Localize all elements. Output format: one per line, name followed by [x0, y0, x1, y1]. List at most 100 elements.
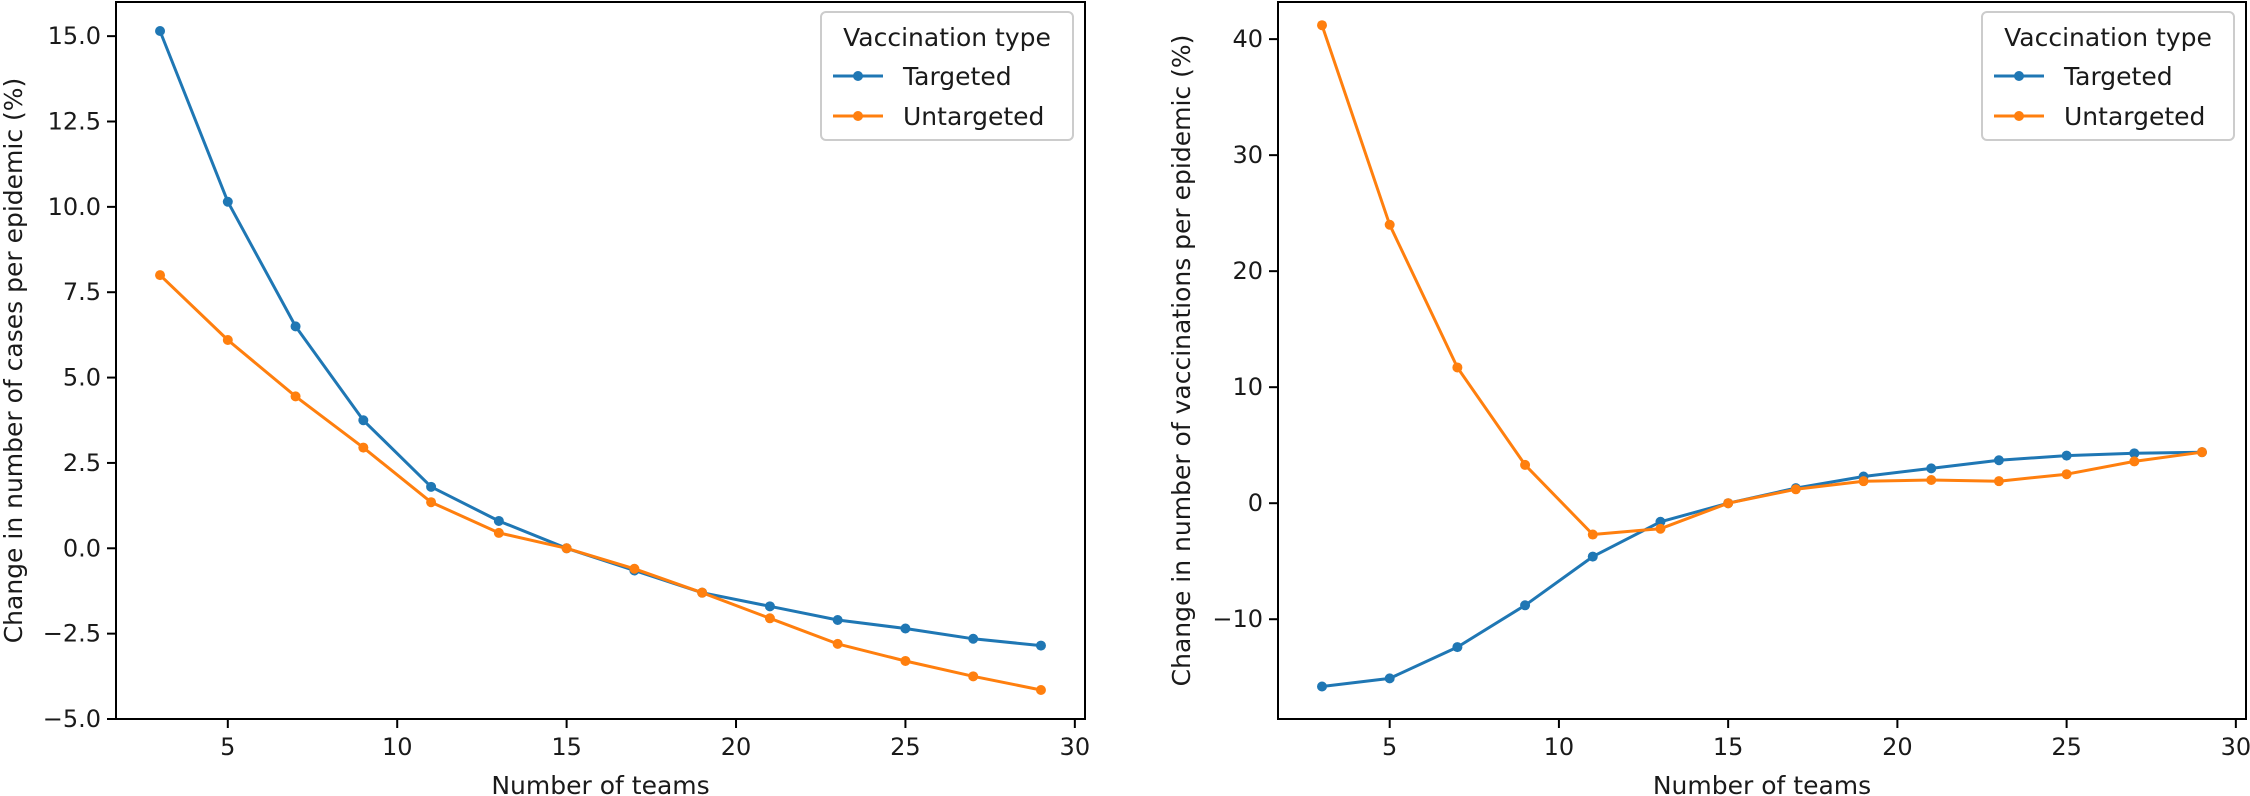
y-tick-label: −2.5 [43, 620, 101, 648]
y-tick-label: 2.5 [63, 449, 101, 477]
targeted-data-point [426, 481, 437, 492]
x-tick-label: 20 [721, 733, 752, 761]
y-tick-label: 40 [1232, 25, 1263, 53]
targeted-data-point [900, 623, 911, 634]
targeted-data-point [1317, 681, 1327, 692]
targeted-legend-marker [853, 71, 863, 81]
targeted-data-point [358, 415, 369, 426]
y-tick-label: 10.0 [48, 193, 101, 221]
x-tick-label: 20 [1882, 733, 1913, 761]
targeted-data-point [832, 614, 843, 625]
untargeted-legend-label: Untargeted [2064, 102, 2205, 131]
legend-title: Vaccination type [2004, 23, 2212, 52]
x-tick-label: 5 [1382, 733, 1397, 761]
untargeted-data-point [1790, 484, 1801, 495]
untargeted-data-point [493, 527, 504, 538]
targeted-data-point [1655, 516, 1666, 527]
plot-frame [1277, 1, 2247, 720]
legend-title: Vaccination type [843, 23, 1051, 52]
untargeted-data-point [155, 270, 166, 281]
untargeted-data-point [697, 587, 708, 598]
legend-box [1981, 11, 2235, 141]
x-tick-label: 30 [2221, 733, 2250, 761]
targeted-data-point [1993, 455, 2004, 466]
y-tick-label: 0 [1248, 489, 1263, 517]
targeted-data-point [1587, 551, 1598, 562]
y-tick-label: 0.0 [63, 534, 101, 562]
untargeted-data-point [1587, 529, 1598, 540]
untargeted-data-point [1655, 523, 1666, 534]
y-tick-label: 15.0 [48, 22, 101, 50]
untargeted-data-point [764, 613, 775, 624]
untargeted-legend-marker [853, 111, 863, 121]
untargeted-data-point [1926, 475, 1937, 485]
untargeted-series-line [1320, 24, 2203, 536]
untargeted-data-point [900, 655, 911, 666]
y-tick-label: 12.5 [48, 108, 101, 136]
untargeted-data-point [2197, 447, 2207, 458]
targeted-data-point [493, 515, 504, 526]
x-tick-label: 10 [1544, 733, 1575, 761]
untargeted-data-point [290, 391, 301, 402]
targeted-data-point [290, 321, 301, 332]
y-tick-label: −5.0 [43, 705, 101, 733]
targeted-data-point [764, 601, 775, 612]
y-tick-label: −10 [1212, 605, 1263, 633]
y-tick-label: 30 [1232, 141, 1263, 169]
untargeted-data-point [1035, 684, 1046, 695]
legend-box [820, 11, 1074, 141]
untargeted-legend-marker [2014, 111, 2024, 121]
untargeted-data-point [222, 335, 233, 346]
untargeted-data-point [629, 563, 640, 574]
untargeted-data-point [1384, 219, 1395, 230]
y-tick-label: 20 [1232, 257, 1263, 285]
untargeted-data-point [2061, 469, 2072, 480]
cases-change-chart: 5 10 15 20 25 30 15.0 12.5 10.0 7.5 5.0 2.5 0.0 −2.5 −… [0, 1, 1091, 796]
targeted-data-point [222, 196, 233, 207]
targeted-data-point [1520, 600, 1531, 611]
y-tick-label: 5.0 [63, 364, 101, 392]
targeted-data-point [2061, 450, 2072, 461]
targeted-data-point [2129, 448, 2140, 459]
targeted-data-point [1926, 463, 1937, 474]
untargeted-data-point [2129, 456, 2140, 467]
untargeted-legend-label: Untargeted [903, 102, 1044, 131]
targeted-data-point [1384, 673, 1395, 684]
untargeted-data-point [1520, 459, 1531, 470]
untargeted-data-point [968, 671, 979, 682]
targeted-series-line [1321, 450, 2203, 688]
untargeted-data-point [1452, 362, 1463, 373]
x-tick-label: 30 [1060, 733, 1091, 761]
targeted-data-point [155, 26, 166, 37]
x-tick-label: 5 [220, 733, 235, 761]
targeted-data-point [968, 633, 979, 644]
untargeted-data-point [426, 497, 437, 508]
targeted-legend-marker [2014, 71, 2024, 81]
y-axis-label: Change in number of vaccinations per epi… [1167, 35, 1196, 687]
untargeted-data-point [358, 442, 369, 453]
y-tick-label: 10 [1232, 373, 1263, 401]
y-axis-label: Change in number of cases per epidemic (… [0, 78, 28, 644]
untargeted-data-point [1993, 476, 2004, 487]
untargeted-data-point [561, 543, 572, 554]
targeted-data-point [1452, 642, 1463, 653]
vaccinations-change-chart: 5 10 15 20 25 30 40 30 20 10 0 −10 Number of teams Ch… [1167, 1, 2250, 796]
targeted-legend-label: Targeted [2063, 62, 2173, 91]
y-tick-label: 7.5 [63, 278, 101, 306]
untargeted-data-point [1858, 476, 1869, 487]
x-axis-label: Number of teams [1653, 771, 1871, 796]
targeted-data-point [1035, 640, 1046, 651]
x-tick-label: 10 [382, 733, 413, 761]
x-tick-label: 15 [551, 733, 582, 761]
x-tick-label: 15 [1713, 733, 1744, 761]
x-tick-label: 25 [890, 733, 921, 761]
x-tick-label: 25 [2051, 733, 2082, 761]
untargeted-data-point [832, 638, 843, 649]
untargeted-data-point [1723, 498, 1734, 509]
targeted-legend-label: Targeted [902, 62, 1012, 91]
x-axis-label: Number of teams [491, 771, 709, 796]
plot-frame [115, 1, 1086, 720]
untargeted-series-line [158, 274, 1042, 692]
untargeted-data-point [1317, 20, 1327, 31]
